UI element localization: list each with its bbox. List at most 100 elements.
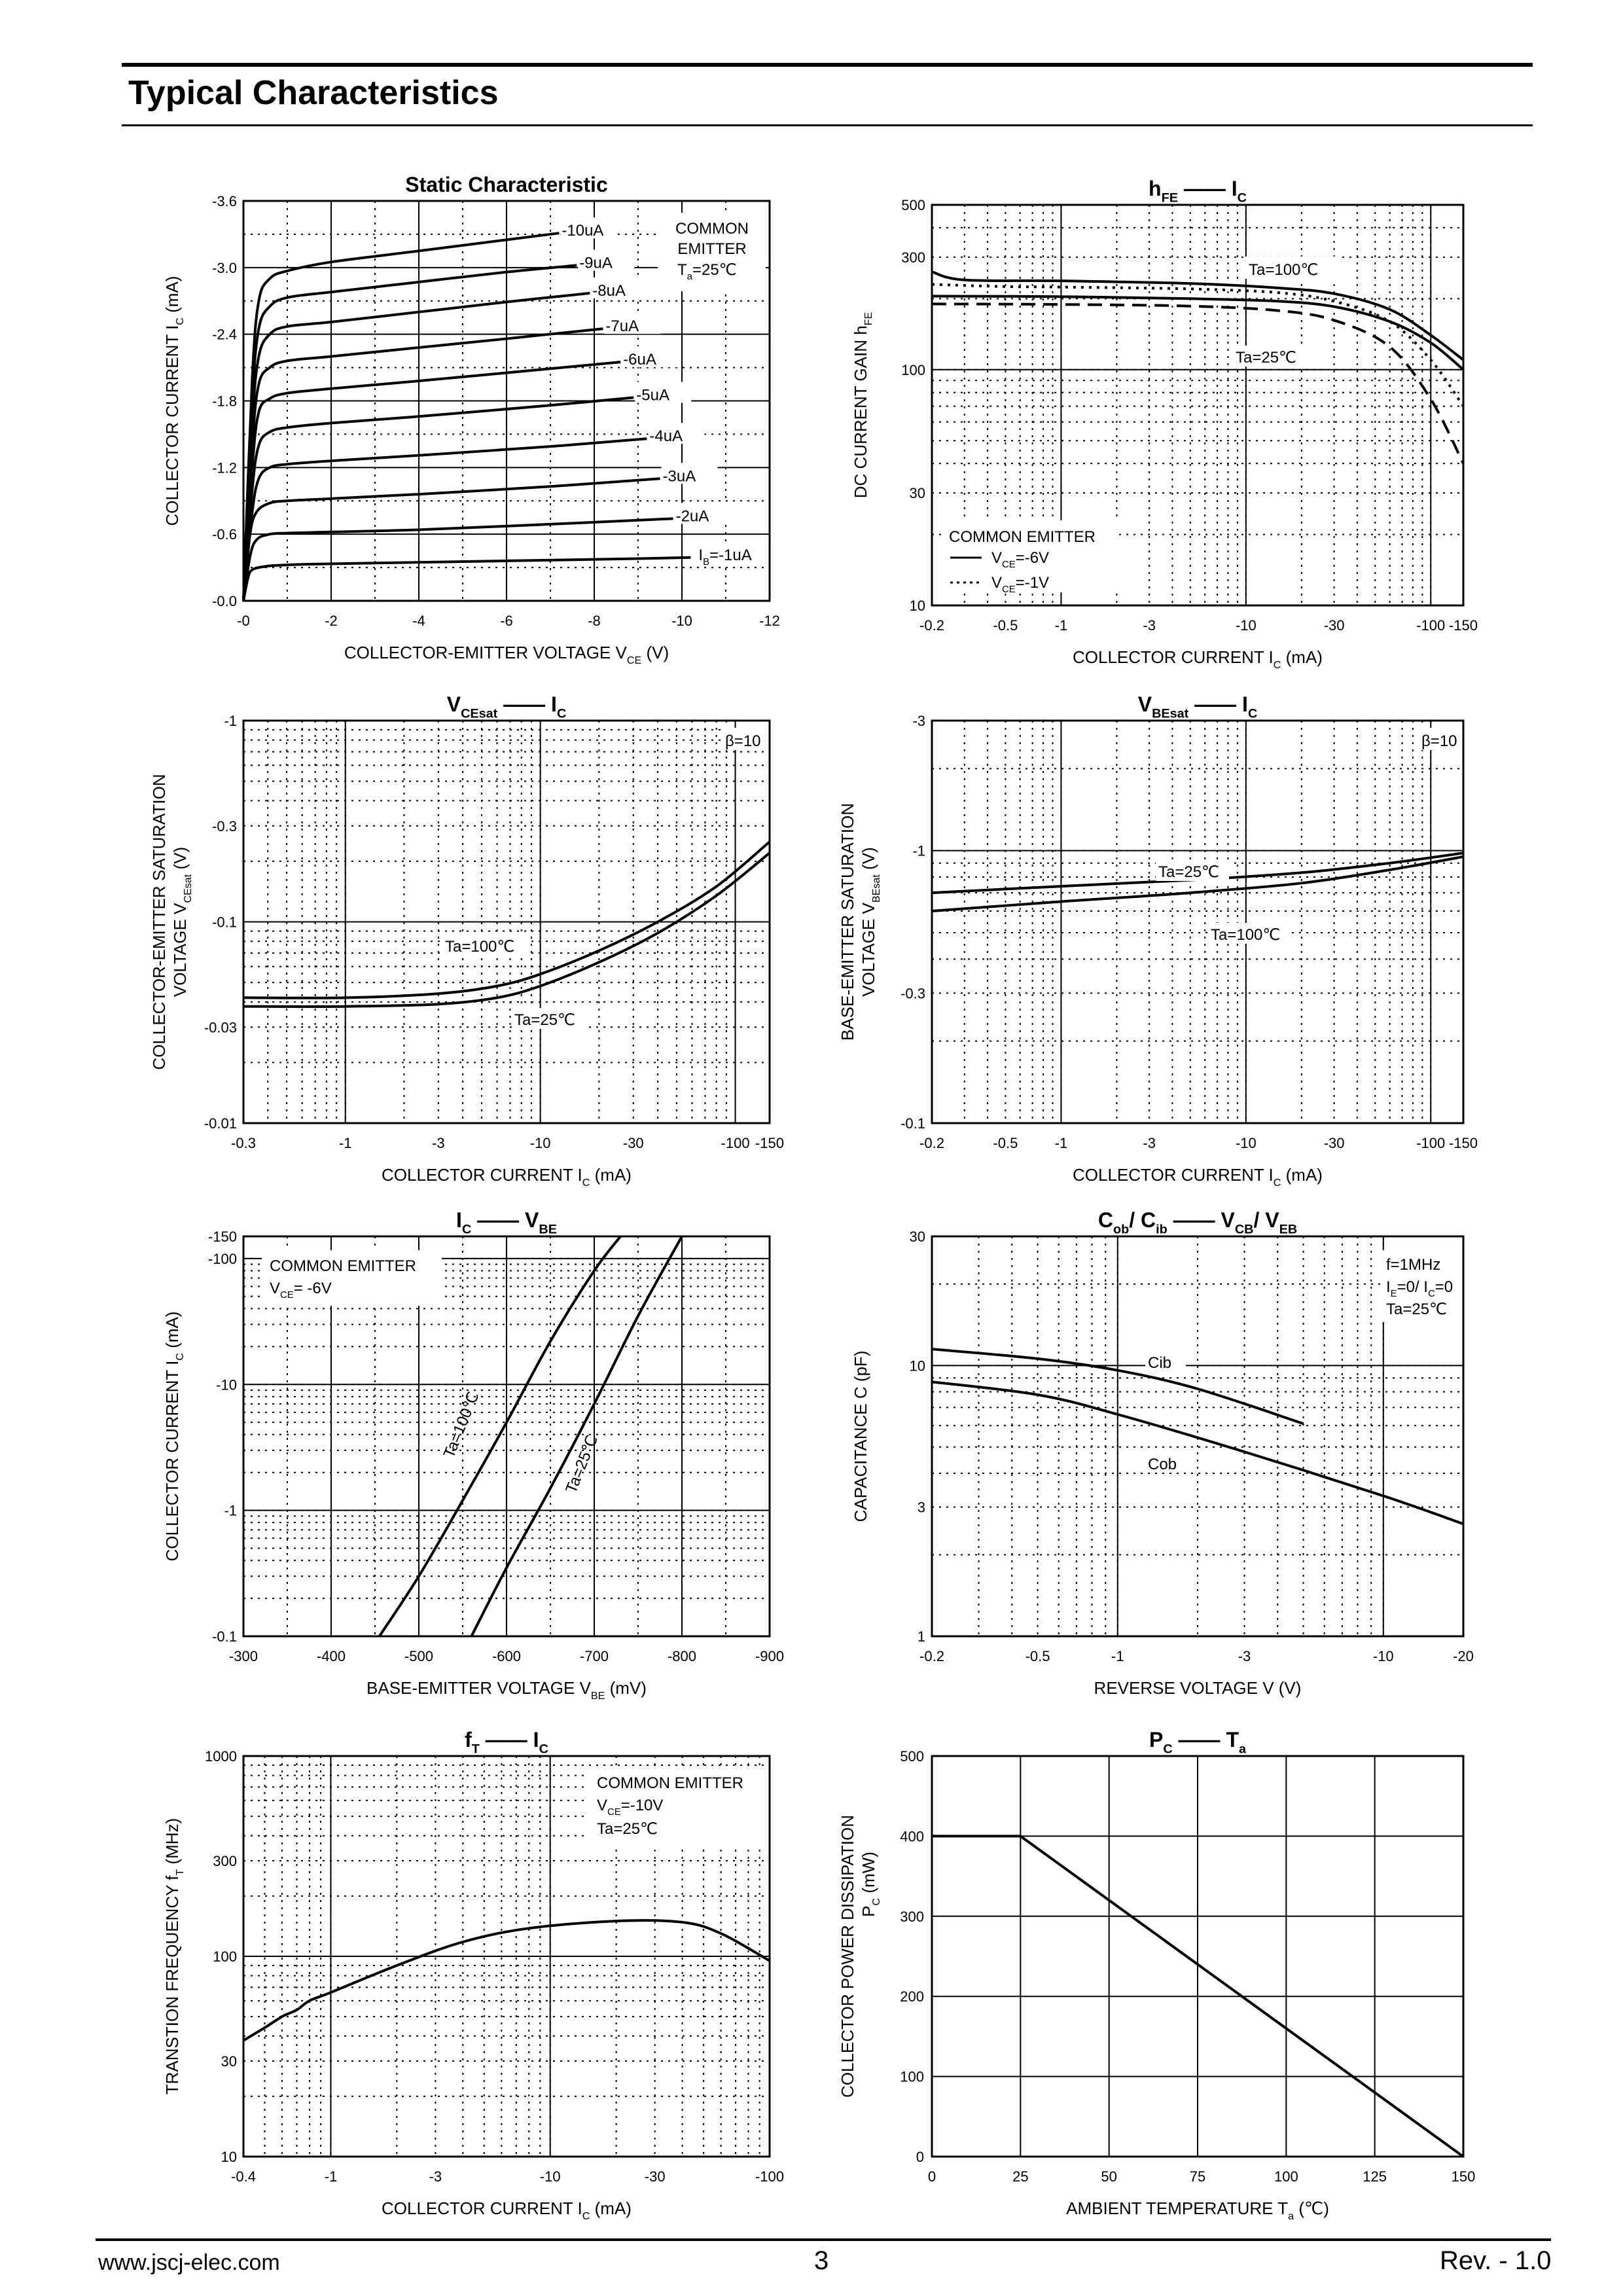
static-y-tick-label-6: -3.6	[212, 193, 237, 209]
vbesat-y-tick-label-1: -0.3	[901, 985, 925, 1001]
hfe-x-tick-label-0: -0.2	[919, 617, 944, 634]
ft-y-tick-label-1: 30	[221, 2053, 237, 2070]
hfe-chart: -0.2 -0.5 -1 -3 -10 -30 -100 -150 10 30 100 300 500 h…	[851, 177, 1478, 671]
ft-y-axis-label: TRANSTION FREQUENCY fT (MHz)	[162, 1818, 186, 2095]
vcesat-annotation-bg-2	[512, 1008, 584, 1029]
vcesat-y-axis-label-line1: COLLECTOR-EMITTER SATURATION	[149, 774, 169, 1069]
ft-legend-vce: VCE=-10V	[597, 1797, 663, 1818]
icvbe-y-tick-label-2: -10	[216, 1376, 237, 1393]
cap-legend-temp: Ta=25℃	[1386, 1300, 1447, 1318]
ft-chart: -0.4 -1 -3 -10 -30 -100 10 30 100 300 1000 fT —— IC…	[162, 1728, 784, 2222]
vcesat-series-line-1	[243, 852, 771, 1008]
static-series-label-3: -4uA	[649, 427, 683, 445]
vbesat-x-tick-label-2: -1	[1055, 1135, 1068, 1151]
hfe-x-axis-label: COLLECTOR CURRENT IC (mA)	[1073, 647, 1323, 671]
cap-x-tick-label-5: -20	[1453, 1648, 1474, 1664]
hfe-y-axis-label: DC CURRENT GAIN hFE	[851, 312, 874, 499]
static-series-line-3	[242, 437, 647, 601]
bottom-rule	[96, 2238, 1551, 2241]
pc-x-tick-label-3: 75	[1190, 2168, 1205, 2185]
icvbe-annotation-0: Ta=100℃	[440, 1390, 483, 1461]
cap-frame	[931, 1235, 1465, 1638]
hfe-x-tick-label-3: -3	[1143, 617, 1156, 634]
cap-x-tick-label-4: -10	[1373, 1648, 1394, 1664]
cap-legend-freq: f=1MHz	[1386, 1256, 1440, 1274]
vcesat-y-tick-label-3: -0.3	[212, 818, 237, 834]
icvbe-legend-bg	[262, 1250, 442, 1306]
ft-legend-bg	[588, 1767, 764, 1844]
static-series-label-4: -5uA	[636, 386, 669, 404]
static-series-line-5	[242, 361, 621, 601]
static-y-tick-label-1: -0.6	[212, 526, 237, 543]
static-x-tick-label-4: -8	[588, 613, 601, 629]
pc-y-tick-label-2: 200	[900, 1988, 924, 2005]
pc-x-tick-label-1: 25	[1012, 2168, 1028, 2185]
ft-y-tick-label-4: 1000	[205, 1748, 237, 1765]
static-series-line-4	[242, 396, 634, 601]
static-annotation-line3: Ta=25℃	[677, 261, 737, 282]
cap-y-tick-label-2: 10	[910, 1357, 925, 1374]
ft-x-tick-label-1: -1	[325, 2168, 338, 2185]
static-series-label-bg-6	[604, 313, 661, 334]
cap-annotation-bg-0	[1145, 1352, 1186, 1371]
pc-chart: 0 25 50 75 100 125 150 0 100 200 300 400 500 PC —— Ta…	[838, 1728, 1475, 2222]
hfe-y-tick-label-2: 100	[901, 362, 925, 378]
ft-x-tick-label-0: -0.4	[231, 2168, 256, 2185]
vcesat-y-tick-label-1: -0.03	[204, 1019, 237, 1035]
vbesat-series-line-1	[931, 855, 1464, 912]
pc-y-tick-label-0: 0	[916, 2149, 924, 2165]
hfe-y-tick-label-3: 300	[901, 249, 925, 266]
vcesat-x-tick-label-5: -100	[721, 1135, 750, 1151]
vcesat-frame	[242, 719, 771, 1124]
hfe-title: hFE —— IC	[1149, 177, 1247, 206]
static-series-label-bg-3	[648, 423, 705, 444]
hfe-series-line-3	[931, 302, 1465, 465]
vcesat-x-axis-label: COLLECTOR CURRENT IC (mA)	[382, 1165, 632, 1189]
icvbe-title: IC —— VBE	[456, 1208, 557, 1237]
vbesat-title: VBEsat —— IC	[1138, 692, 1258, 721]
pc-x-tick-label-2: 50	[1101, 2168, 1116, 2185]
hfe-annotation-0: Ta=100℃	[1249, 261, 1318, 279]
vcesat-y-tick-label-0: -0.01	[204, 1115, 237, 1132]
hfe-x-tick-label-1: -0.5	[993, 617, 1018, 634]
icvbe-series-line-1	[470, 1236, 683, 1637]
hfe-y-tick-label-1: 30	[910, 485, 925, 501]
vcesat-x-tick-label-1: -1	[339, 1135, 352, 1151]
vcesat-annotation-2: Ta=25℃	[514, 1011, 575, 1029]
vbesat-x-tick-label-7: -150	[1449, 1135, 1478, 1151]
icvbe-x-tick-label-1: -400	[317, 1648, 346, 1664]
vbesat-y-tick-label-3: -3	[912, 713, 925, 729]
icvbe-x-tick-label-6: -900	[755, 1648, 784, 1664]
hfe-series-line-2	[931, 295, 1465, 371]
hfe-y-tick-label-4: 500	[901, 197, 925, 213]
vbesat-y-axis-label-line2: VOLTAGE VBEsat (V)	[859, 847, 882, 996]
pc-x-axis-label: AMBIENT TEMPERATURE Ta (℃)	[1066, 2198, 1329, 2222]
static-chart: -0 -2 -4 -6 -8 -10 -12 -0.0 -0.6 -1.2 -1.8 -2.4 -3.0…	[162, 173, 780, 666]
icvbe-frame	[242, 1235, 771, 1638]
icvbe-x-tick-label-0: -300	[229, 1648, 258, 1664]
vcesat-x-tick-label-6: -150	[755, 1135, 784, 1151]
pc-series-line-0	[932, 1835, 1465, 2158]
icvbe-legend-title: COMMON EMITTER	[270, 1257, 416, 1275]
hfe-annotation-bg-1	[1232, 346, 1320, 367]
hfe-legend-dotted-label: VCE=-1V	[991, 574, 1049, 595]
vbesat-y-axis-label-line1: BASE-EMITTER SATURATION	[838, 803, 857, 1041]
static-series-label-bg-9	[560, 217, 617, 239]
icvbe-y-tick-label-0: -0.1	[212, 1628, 237, 1645]
pc-y-axis-label-line1: COLLECTOR POWER DISSIPATION	[838, 1815, 857, 2098]
hfe-x-tick-label-6: -100	[1416, 617, 1445, 634]
vcesat-y-tick-label-2: -0.1	[212, 914, 237, 931]
static-frame	[242, 200, 771, 602]
ft-legend-temp: Ta=25℃	[597, 1820, 658, 1838]
static-series-label-9: -10uA	[562, 222, 603, 240]
ft-frame	[242, 1755, 771, 2158]
hfe-x-tick-label-5: -30	[1324, 617, 1345, 634]
vbesat-y-tick-label-2: -1	[912, 843, 925, 859]
vbesat-frame	[931, 719, 1465, 1124]
vbesat-x-tick-label-3: -3	[1143, 1135, 1156, 1151]
static-series-label-bg-4	[635, 382, 692, 403]
vbesat-annotation-bg-0	[1420, 728, 1461, 750]
vbesat-x-tick-label-4: -10	[1236, 1135, 1257, 1151]
hfe-x-tick-label-4: -10	[1236, 617, 1257, 634]
static-x-axis-label: COLLECTOR-EMITTER VOLTAGE VCE (V)	[344, 643, 669, 666]
